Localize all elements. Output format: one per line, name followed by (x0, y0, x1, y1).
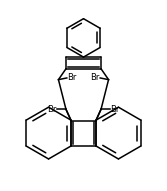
Text: Br: Br (91, 74, 100, 83)
Text: Br: Br (67, 74, 76, 83)
Text: Br: Br (111, 105, 120, 114)
Text: Br: Br (47, 105, 56, 114)
